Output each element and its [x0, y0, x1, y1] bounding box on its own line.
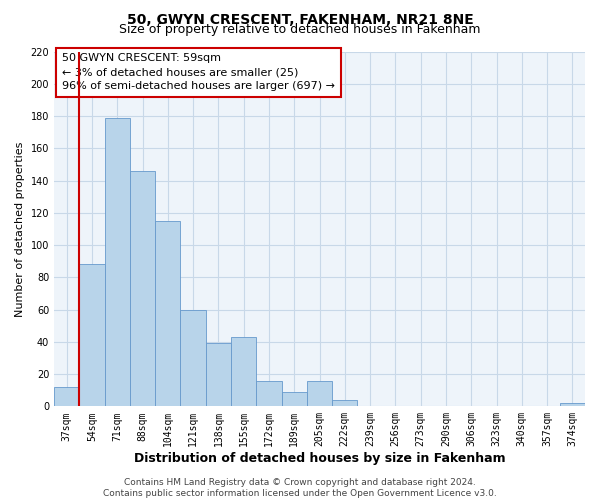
Bar [155, 221, 181, 406]
Text: 50 GWYN CRESCENT: 59sqm
← 3% of detached houses are smaller (25)
96% of semi-det: 50 GWYN CRESCENT: 59sqm ← 3% of detached… [62, 54, 335, 92]
Bar [79, 264, 104, 406]
Bar [332, 400, 358, 406]
Text: 50, GWYN CRESCENT, FAKENHAM, NR21 8NE: 50, GWYN CRESCENT, FAKENHAM, NR21 8NE [127, 12, 473, 26]
Bar [130, 171, 155, 406]
Bar [181, 310, 206, 406]
Bar [206, 344, 231, 406]
Bar [560, 403, 585, 406]
Bar [104, 118, 130, 406]
Bar [307, 380, 332, 406]
Y-axis label: Number of detached properties: Number of detached properties [15, 141, 25, 316]
Bar [54, 387, 79, 406]
Text: Size of property relative to detached houses in Fakenham: Size of property relative to detached ho… [119, 22, 481, 36]
Bar [231, 337, 256, 406]
Bar [281, 392, 307, 406]
Bar [256, 380, 281, 406]
Text: Contains HM Land Registry data © Crown copyright and database right 2024.
Contai: Contains HM Land Registry data © Crown c… [103, 478, 497, 498]
X-axis label: Distribution of detached houses by size in Fakenham: Distribution of detached houses by size … [134, 452, 505, 465]
